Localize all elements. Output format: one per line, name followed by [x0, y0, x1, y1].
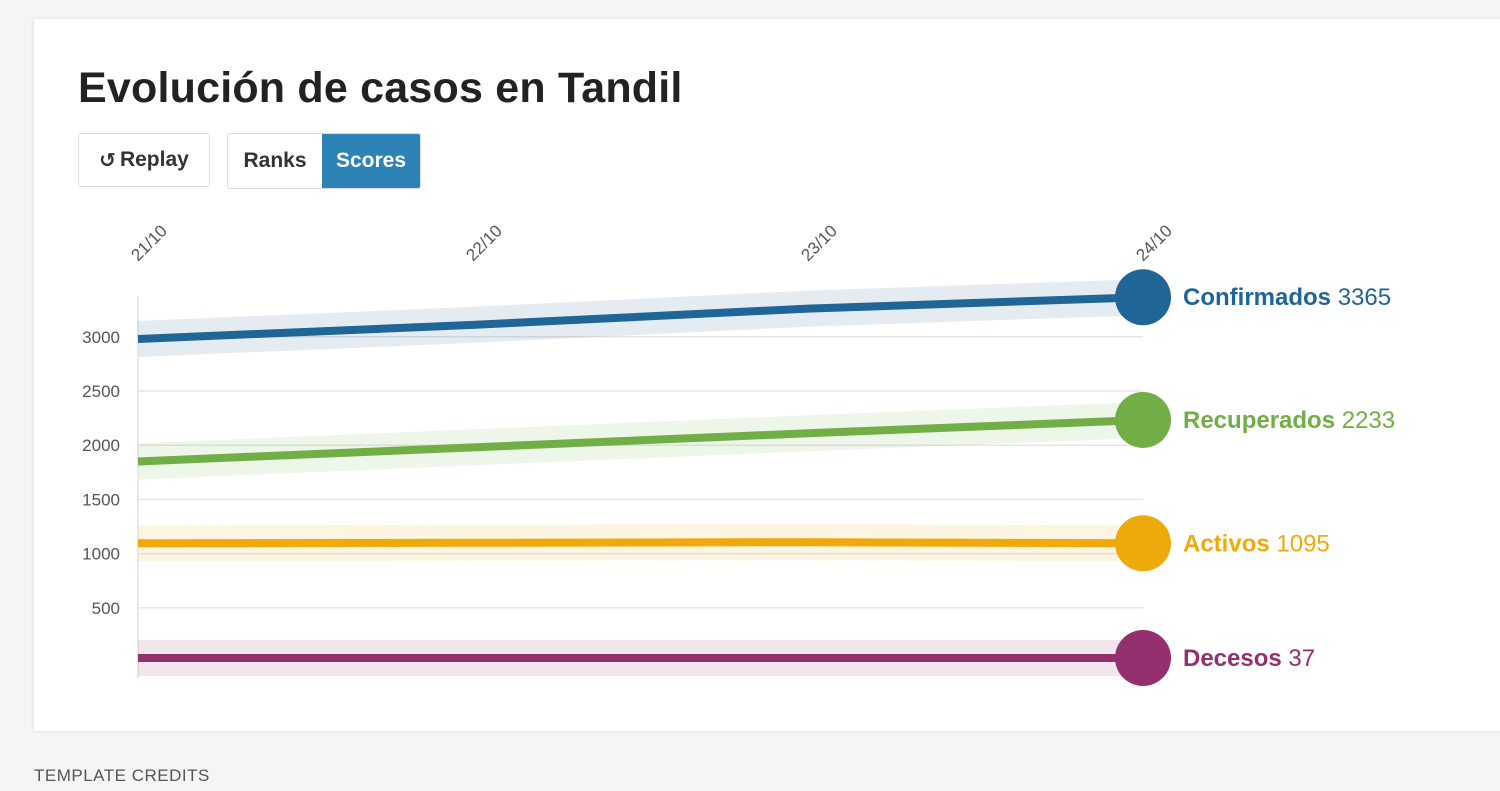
y-tick-label: 2500 [82, 382, 120, 401]
series-end-dot [1115, 269, 1171, 326]
y-tick-label: 2000 [82, 436, 120, 455]
x-tick-label: 22/10 [462, 221, 506, 265]
replay-button[interactable]: ↺ Replay [78, 133, 210, 187]
replay-icon: ↺ [99, 149, 116, 172]
mode-toggle: Ranks Scores [227, 133, 421, 189]
y-tick-label: 500 [92, 599, 120, 618]
y-tick-label: 1500 [82, 490, 120, 509]
series-end-dot [1115, 391, 1171, 448]
series-label: Decesos 37 [1183, 645, 1315, 672]
series-end-dot [1115, 515, 1171, 572]
series-label: Confirmados 3365 [1183, 284, 1391, 311]
x-tick-label: 24/10 [1132, 221, 1176, 265]
template-credits-link[interactable]: TEMPLATE CREDITS [34, 766, 210, 785]
x-tick-label: 23/10 [797, 221, 841, 265]
y-tick-label: 3000 [82, 328, 120, 347]
series-line [137, 293, 1144, 343]
page-title: Evolución de casos en Tandil [78, 64, 683, 112]
replay-label: Replay [119, 148, 189, 171]
scores-tab[interactable]: Scores [322, 134, 420, 188]
series-line [137, 538, 1144, 548]
ranks-tab[interactable]: Ranks [228, 134, 322, 188]
series-end-dot [1115, 629, 1171, 686]
y-tick-label: 1000 [82, 545, 120, 564]
series-label: Recuperados 2233 [1183, 407, 1395, 434]
series-line [137, 415, 1144, 466]
x-tick-label: 21/10 [127, 221, 171, 265]
series-label: Activos 1095 [1183, 530, 1330, 557]
